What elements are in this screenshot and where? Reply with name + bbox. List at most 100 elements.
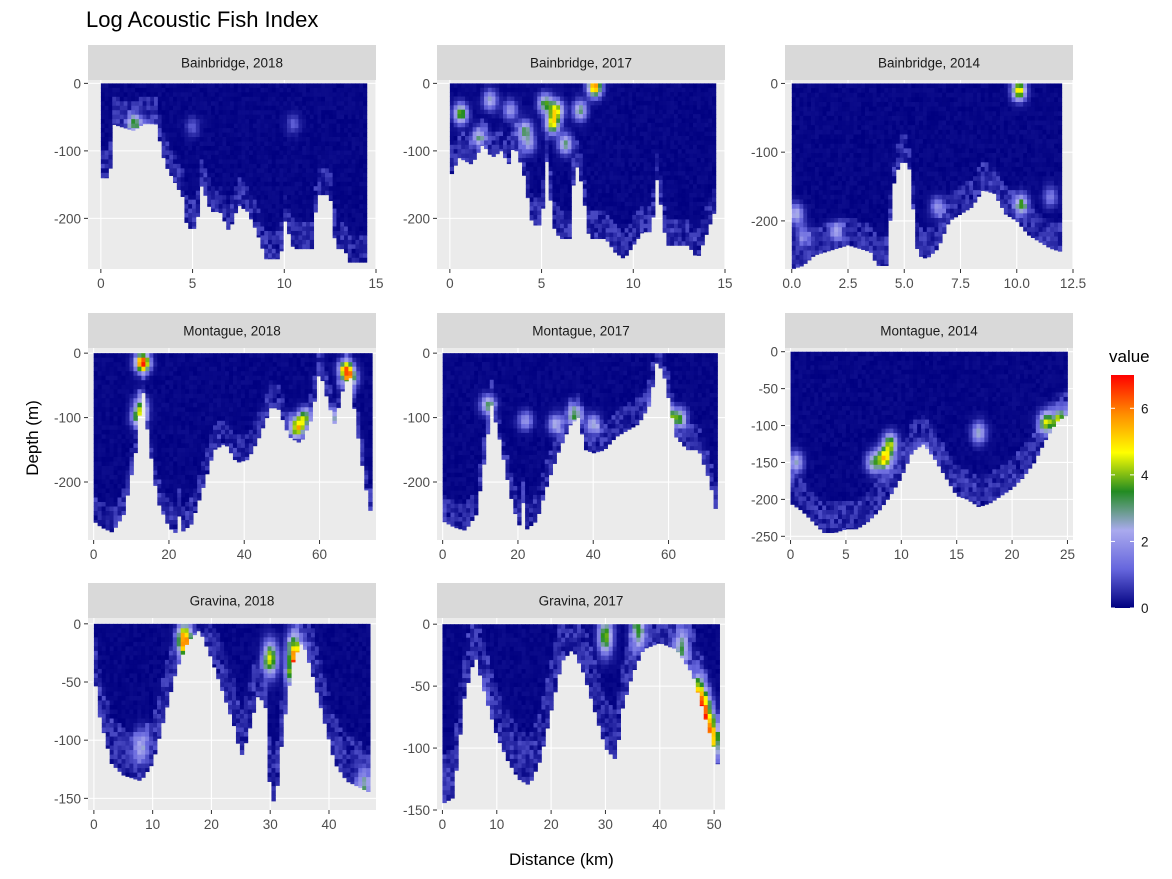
heatmap-cell [632,193,637,198]
heatmap-cell [876,101,881,108]
heatmap-cell [283,177,288,183]
heatmap-cell [260,230,265,236]
heatmap-cell [476,92,481,97]
heatmap-cell [180,114,185,120]
heatmap-cell [624,136,629,141]
heatmap-cell [884,125,889,131]
heatmap-cell [795,143,800,149]
heatmap-cell [849,129,854,135]
heatmap-cell [601,184,607,190]
heatmap-cell [355,96,360,102]
heatmap-cell [119,123,125,128]
heatmap-cell [548,175,553,181]
heatmap-cell [579,122,584,128]
heatmap-cell [336,172,341,178]
heatmap-cell [359,83,364,89]
heatmap-cell [880,171,885,177]
heatmap-cell [184,163,189,169]
heatmap-cell [632,140,637,146]
heatmap-cell [309,181,315,187]
heatmap-cell [670,175,675,181]
heatmap-cell [256,226,261,232]
heatmap-cell [347,253,353,259]
heatmap-cell [647,100,652,106]
heatmap-cell [290,119,296,125]
heatmap-cell [563,171,569,176]
heatmap-cell [681,236,686,242]
heatmap-cell [849,148,854,154]
heatmap-cell [693,105,698,111]
heatmap-cell [332,235,337,239]
heatmap-cell [529,210,534,216]
heatmap-cell [192,105,197,111]
heatmap-cell [199,159,204,165]
heatmap-cell [203,141,208,147]
heatmap-cell [624,118,629,124]
heatmap-cell [275,119,280,125]
heatmap-cell [590,223,595,229]
heatmap-cell [700,105,705,111]
heatmap-cell [803,217,808,224]
heatmap-cell [791,259,797,265]
heatmap-cell [685,232,690,238]
heatmap-cell [321,168,326,174]
heatmap-cell [290,168,296,174]
heatmap-cell [865,204,870,210]
heatmap-cell [461,136,466,141]
heatmap-cell [639,219,645,225]
heatmap-cell [271,110,277,116]
heatmap-cell [184,213,189,218]
heatmap-cell [560,136,565,141]
heatmap-cell [620,219,626,225]
heatmap-cell [249,141,254,147]
x-tick-label: 10 [277,276,292,291]
heatmap-cell [260,105,265,111]
heatmap-cell [624,201,629,207]
heatmap-cell [260,114,265,120]
heatmap-cell [681,201,686,207]
heatmap-cell [696,219,702,225]
heatmap-cell [108,128,113,133]
heatmap-cell [708,223,713,225]
heatmap-cell [670,171,675,176]
heatmap-cell [518,83,523,89]
heatmap-cell [283,217,288,222]
heatmap-cell [582,166,588,172]
heatmap-cell [252,96,258,102]
heatmap-cell [636,236,641,239]
heatmap-cell [249,105,254,111]
heatmap-cell [325,110,330,116]
heatmap-cell [290,186,296,192]
heatmap-cell [188,168,193,174]
heatmap-cell [579,100,584,106]
heatmap-cell [309,101,315,107]
heatmap-cell [681,162,686,168]
heatmap-cell [685,122,690,128]
heatmap-cell [799,255,804,261]
heatmap-cell [533,157,538,163]
heatmap-cell [571,131,576,137]
heatmap-cell [351,248,356,254]
heatmap-cell [104,163,109,169]
heatmap-cell [195,195,201,201]
heatmap-cell [563,179,569,185]
heatmap-cell [658,179,664,185]
heatmap-cell [268,257,273,260]
heatmap-cell [537,197,542,203]
heatmap-cell [131,128,136,131]
heatmap-cell [795,227,800,233]
heatmap-cell [173,181,178,183]
heatmap-cell [643,122,648,128]
heatmap-cell [222,114,227,120]
heatmap-cell [799,97,804,103]
heatmap-cell [586,175,591,181]
heatmap-cell [351,199,356,205]
heatmap-cell [563,127,569,133]
heatmap-cell [658,118,664,124]
heatmap-cell [795,157,800,163]
heatmap-cell [325,119,330,125]
heatmap-cell [868,148,874,154]
heatmap-cell [624,100,629,106]
heatmap-cell [884,101,889,108]
heatmap-cell [795,171,800,177]
